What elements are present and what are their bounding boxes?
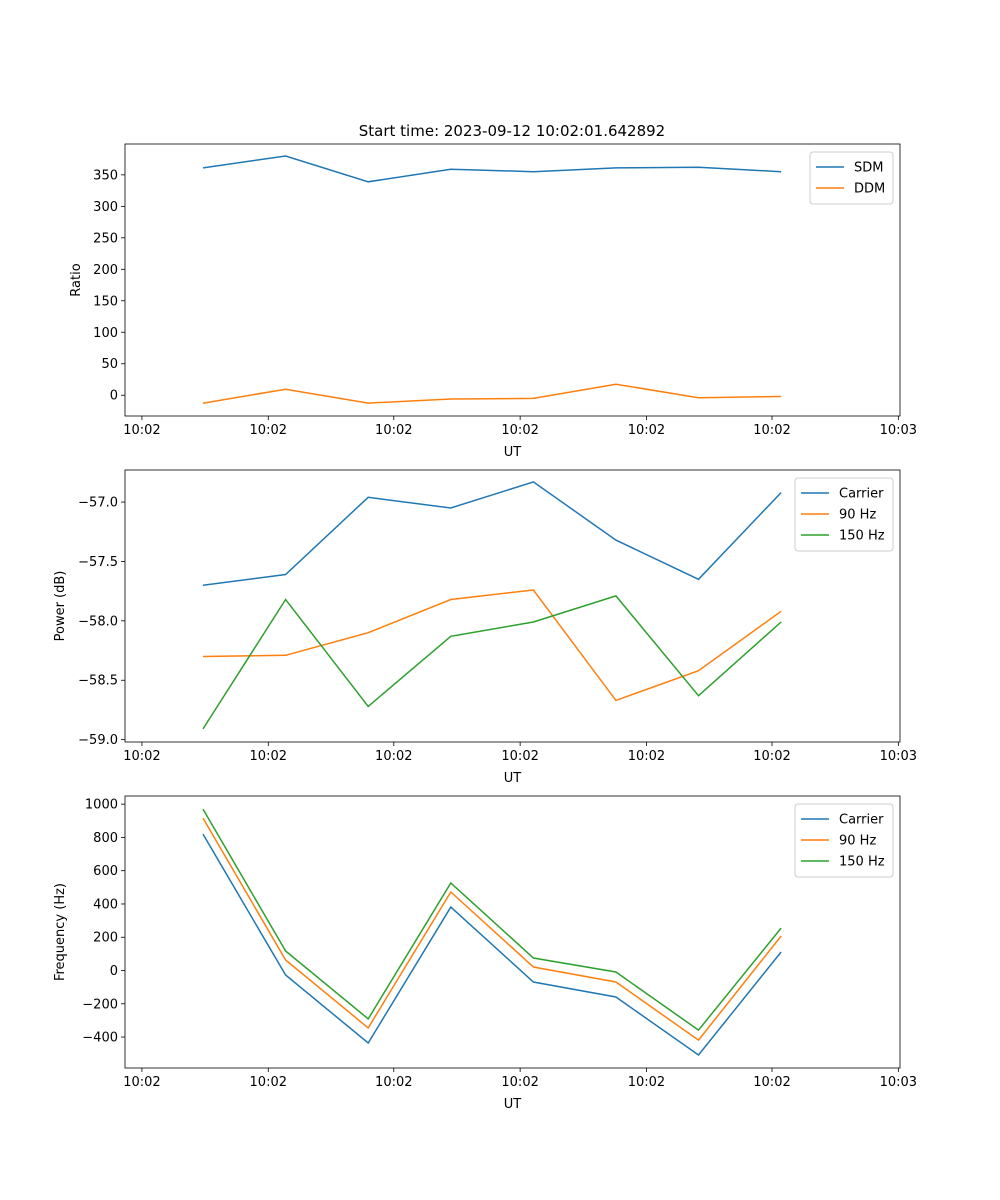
y-tick-label: 50 — [101, 357, 118, 372]
y-tick-label: 250 — [93, 231, 118, 246]
y-tick-label: 300 — [93, 200, 118, 215]
x-tick-label: 10:03 — [880, 749, 917, 764]
series-line-150-hz — [202, 595, 782, 730]
subplot-1: 10:02 10:02 10:02 10:02 10:02 10:02 10:03 0 50 10… — [69, 143, 917, 460]
series-line-150-hz — [202, 808, 782, 1032]
x-tick-label: 10:02 — [375, 1075, 412, 1090]
y-tick-label: 0 — [110, 964, 118, 979]
legend: SDM DDM — [809, 151, 894, 205]
legend-label: 90 Hz — [839, 834, 876, 849]
y-tick-label: 350 — [93, 168, 118, 183]
series-line-90-hz — [202, 589, 782, 702]
subplot-3: 10:02 10:02 10:02 10:02 10:02 10:02 10:03 −400 −… — [53, 795, 917, 1112]
y-tick-label: 200 — [93, 263, 118, 278]
y-tick-label: −200 — [82, 997, 118, 1012]
y-axis-label: Frequency (Hz) — [53, 883, 68, 981]
legend-label: 150 Hz — [839, 855, 885, 870]
x-tick-label: 10:02 — [250, 1075, 287, 1090]
x-tick-label: 10:02 — [753, 1075, 790, 1090]
x-tick-label: 10:02 — [375, 423, 412, 438]
x-tick-label: 10:02 — [123, 1075, 160, 1090]
series-line-90-hz — [202, 817, 782, 1042]
x-axis-label: UT — [504, 771, 522, 786]
legend: Carrier 90 Hz 150 Hz — [794, 803, 894, 878]
x-tick-label: 10:02 — [123, 749, 160, 764]
series-line-carrier — [202, 481, 782, 586]
x-tick-label: 10:02 — [250, 423, 287, 438]
legend-label: 90 Hz — [839, 508, 876, 523]
legend-label: Carrier — [839, 487, 884, 502]
x-tick-label: 10:02 — [501, 749, 538, 764]
legend: Carrier 90 Hz 150 Hz — [794, 477, 894, 552]
legend-label: 150 Hz — [839, 529, 885, 544]
y-tick-label: 0 — [110, 389, 118, 404]
x-tick-label: 10:02 — [753, 423, 790, 438]
legend-label: SDM — [854, 161, 883, 176]
y-tick-label: 200 — [93, 931, 118, 946]
series-line-carrier — [202, 833, 782, 1057]
x-tick-label: 10:02 — [628, 1075, 665, 1090]
x-tick-label: 10:02 — [501, 1075, 538, 1090]
y-tick-label: −59.0 — [78, 733, 118, 748]
x-tick-label: 10:02 — [250, 749, 287, 764]
x-tick-label: 10:02 — [628, 423, 665, 438]
x-tick-label: 10:03 — [880, 423, 917, 438]
x-tick-label: 10:03 — [880, 1075, 917, 1090]
y-tick-label: 100 — [93, 326, 118, 341]
x-tick-label: 10:02 — [501, 423, 538, 438]
x-axis-label: UT — [504, 1097, 522, 1112]
x-tick-label: 10:02 — [375, 749, 412, 764]
y-tick-label: −57.5 — [78, 555, 118, 570]
y-tick-label: 800 — [93, 831, 118, 846]
y-axis-label: Ratio — [69, 263, 84, 296]
axes-frame — [124, 143, 901, 417]
y-tick-label: 600 — [93, 864, 118, 879]
y-tick-label: −58.0 — [78, 614, 118, 629]
axes-frame — [124, 795, 901, 1069]
y-tick-label: 1000 — [85, 798, 118, 813]
x-tick-label: 10:02 — [628, 749, 665, 764]
x-tick-label: 10:02 — [753, 749, 790, 764]
y-tick-label: −57.0 — [78, 496, 118, 511]
y-tick-label: −58.5 — [78, 674, 118, 689]
subplot-2: 10:02 10:02 10:02 10:02 10:02 10:02 10:03 −59.0… — [53, 469, 917, 786]
x-axis-label: UT — [504, 445, 522, 460]
legend-box — [809, 151, 894, 205]
chart-title: Start time: 2023-09-12 10:02:01.642892 — [359, 122, 665, 140]
y-tick-label: 400 — [93, 897, 118, 912]
y-axis-label: Power (dB) — [53, 571, 68, 642]
series-line-ddm — [202, 383, 782, 404]
legend-label: DDM — [854, 182, 885, 197]
legend-label: Carrier — [839, 813, 884, 828]
y-tick-label: −400 — [82, 1031, 118, 1046]
axes-frame — [124, 469, 901, 743]
series-line-sdm — [202, 155, 782, 183]
y-tick-label: 150 — [93, 294, 118, 309]
legend-box — [794, 803, 894, 878]
x-tick-label: 10:02 — [123, 423, 160, 438]
legend-box — [794, 477, 894, 552]
